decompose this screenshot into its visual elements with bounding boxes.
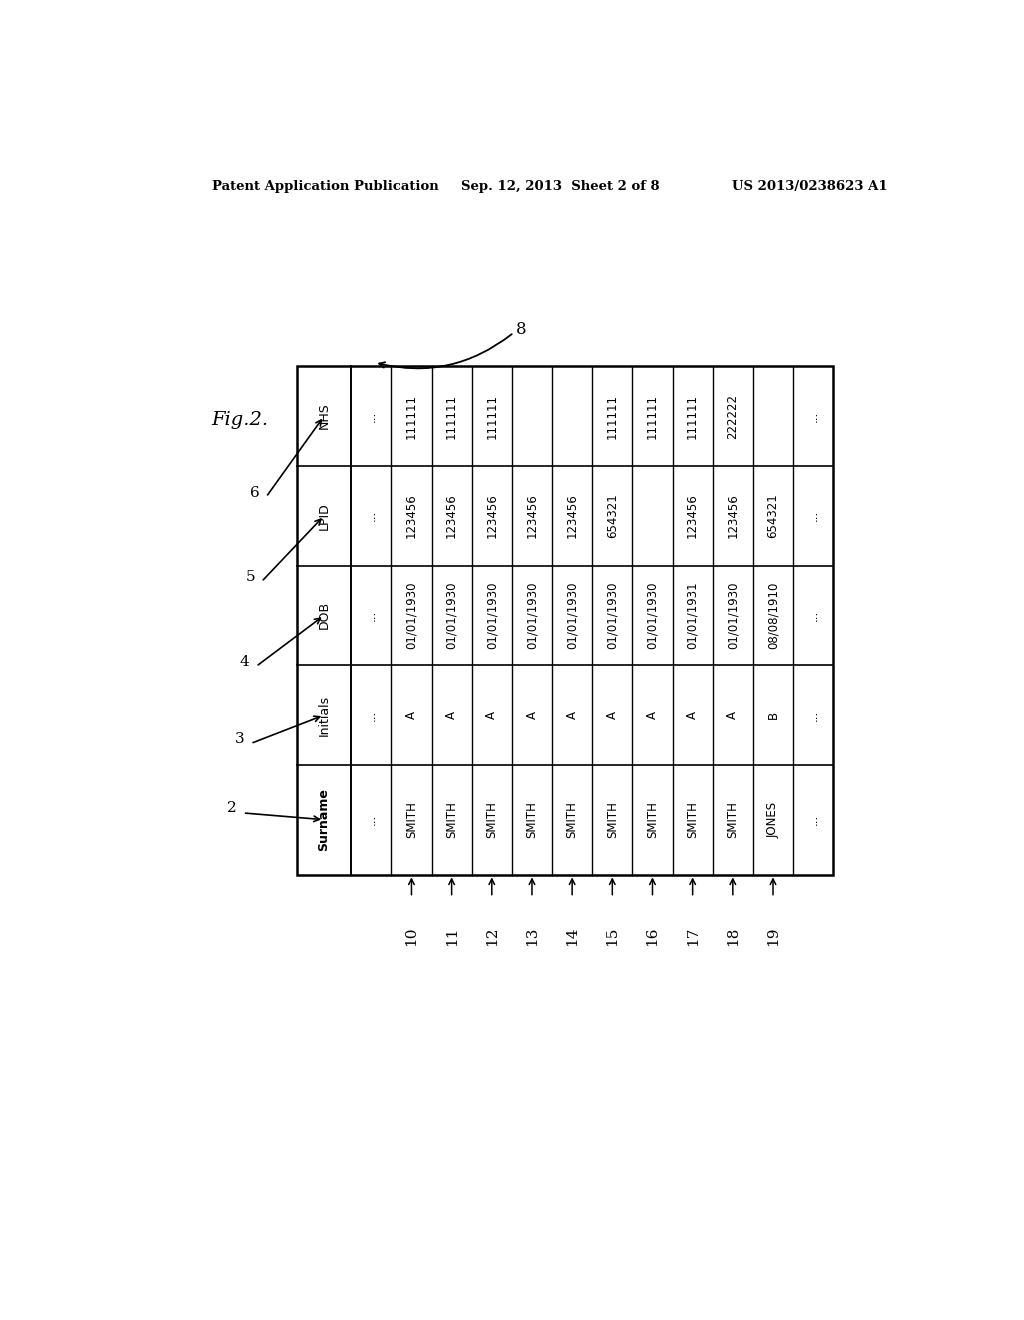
Text: 14: 14 — [565, 927, 580, 946]
Text: ...: ... — [365, 709, 378, 721]
Text: ...: ... — [807, 411, 819, 422]
Text: 01/01/1931: 01/01/1931 — [686, 582, 699, 649]
Text: 17: 17 — [686, 927, 699, 946]
Text: SMITH: SMITH — [606, 801, 618, 838]
Text: 13: 13 — [525, 927, 539, 946]
Text: 111111: 111111 — [646, 393, 659, 438]
Text: 123456: 123456 — [445, 494, 458, 539]
Text: 10: 10 — [404, 927, 419, 946]
Text: 123456: 123456 — [686, 494, 699, 539]
Text: 111111: 111111 — [485, 393, 499, 438]
Text: 111111: 111111 — [445, 393, 458, 438]
Text: 8: 8 — [515, 321, 526, 338]
Text: SMITH: SMITH — [485, 801, 499, 838]
Text: ...: ... — [807, 510, 819, 521]
Text: A: A — [646, 711, 659, 719]
Text: 6: 6 — [250, 486, 260, 499]
Text: A: A — [726, 711, 739, 719]
Text: 15: 15 — [605, 927, 620, 946]
Text: 654321: 654321 — [606, 494, 618, 539]
Text: SMITH: SMITH — [445, 801, 458, 838]
Text: NHS: NHS — [317, 403, 331, 429]
Text: SMITH: SMITH — [525, 801, 539, 838]
Text: A: A — [445, 711, 458, 719]
Text: A: A — [404, 711, 418, 719]
Text: 12: 12 — [484, 927, 499, 946]
Text: 4: 4 — [240, 655, 250, 669]
Bar — [297, 367, 834, 875]
Text: SMITH: SMITH — [565, 801, 579, 838]
Text: 123456: 123456 — [525, 494, 539, 539]
Text: 16: 16 — [645, 927, 659, 946]
Text: 123456: 123456 — [565, 494, 579, 539]
Text: ...: ... — [365, 814, 378, 825]
Text: 111111: 111111 — [686, 393, 699, 438]
Text: Initials: Initials — [317, 694, 331, 735]
Text: 01/01/1930: 01/01/1930 — [404, 582, 418, 649]
Text: 654321: 654321 — [767, 494, 779, 539]
Text: 11: 11 — [444, 927, 459, 946]
Text: SMITH: SMITH — [404, 801, 418, 838]
Text: Surname: Surname — [317, 788, 331, 851]
Text: 123456: 123456 — [485, 494, 499, 539]
Text: 3: 3 — [234, 733, 245, 746]
Text: SMITH: SMITH — [726, 801, 739, 838]
Text: 19: 19 — [766, 927, 780, 946]
Text: Sep. 12, 2013  Sheet 2 of 8: Sep. 12, 2013 Sheet 2 of 8 — [461, 181, 659, 194]
Text: 111111: 111111 — [404, 393, 418, 438]
Text: DOB: DOB — [317, 602, 331, 630]
Text: A: A — [606, 711, 618, 719]
Text: ...: ... — [365, 411, 378, 422]
Text: A: A — [525, 711, 539, 719]
Text: 01/01/1930: 01/01/1930 — [565, 582, 579, 649]
Text: 01/01/1930: 01/01/1930 — [525, 582, 539, 649]
Text: SMITH: SMITH — [646, 801, 659, 838]
Text: 18: 18 — [726, 927, 739, 946]
Text: A: A — [485, 711, 499, 719]
Text: 01/01/1930: 01/01/1930 — [646, 582, 659, 649]
Text: A: A — [565, 711, 579, 719]
Text: 123456: 123456 — [726, 494, 739, 539]
Text: 01/01/1930: 01/01/1930 — [726, 582, 739, 649]
Text: 5: 5 — [246, 570, 255, 585]
Text: 08/08/1910: 08/08/1910 — [767, 582, 779, 649]
Text: Patent Application Publication: Patent Application Publication — [212, 181, 438, 194]
Text: ...: ... — [365, 510, 378, 521]
Text: ...: ... — [807, 610, 819, 620]
Text: A: A — [686, 711, 699, 719]
Text: JONES: JONES — [767, 801, 779, 838]
Text: 111111: 111111 — [606, 393, 618, 438]
Text: 123456: 123456 — [404, 494, 418, 539]
Text: 01/01/1930: 01/01/1930 — [485, 582, 499, 649]
Text: 01/01/1930: 01/01/1930 — [606, 582, 618, 649]
Text: US 2013/0238623 A1: US 2013/0238623 A1 — [732, 181, 888, 194]
Text: LPID: LPID — [317, 502, 331, 529]
Text: Fig.2.: Fig.2. — [212, 412, 269, 429]
Text: ...: ... — [807, 814, 819, 825]
Text: 2: 2 — [226, 801, 237, 816]
Text: 01/01/1930: 01/01/1930 — [445, 582, 458, 649]
Text: SMITH: SMITH — [686, 801, 699, 838]
Text: ...: ... — [807, 709, 819, 721]
Text: B: B — [767, 711, 779, 719]
Text: ...: ... — [365, 610, 378, 620]
Text: 222222: 222222 — [726, 393, 739, 438]
